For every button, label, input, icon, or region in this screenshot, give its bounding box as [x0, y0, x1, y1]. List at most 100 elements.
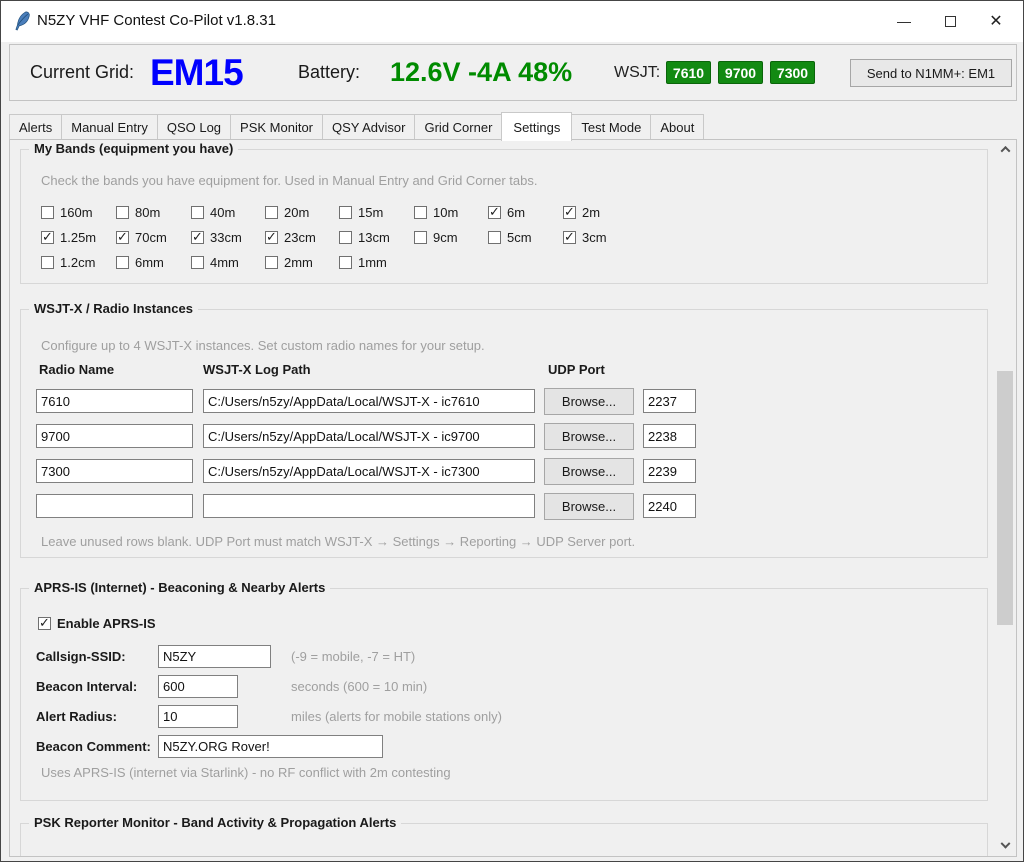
log-path-input[interactable] — [203, 424, 535, 448]
band-checkbox-6m[interactable]: 6m — [488, 200, 563, 225]
checkbox-box — [41, 229, 54, 245]
tab-qso-log[interactable]: QSO Log — [156, 114, 232, 139]
tab-manual-entry[interactable]: Manual Entry — [61, 114, 158, 139]
callsign-ssid-input[interactable] — [158, 645, 271, 668]
window-title: N5ZY VHF Contest Co-Pilot v1.8.31 — [37, 12, 276, 29]
udp-port-input[interactable] — [643, 389, 696, 413]
aprs-field-row: Beacon Interval: seconds (600 = 10 min) — [36, 675, 976, 699]
log-path-input[interactable] — [203, 389, 535, 413]
band-label: 23cm — [284, 230, 316, 245]
radio-name-input[interactable] — [36, 459, 193, 483]
tab-psk-monitor[interactable]: PSK Monitor — [230, 114, 324, 139]
checkbox-box — [41, 206, 54, 219]
my-bands-group: My Bands (equipment you have) Check the … — [20, 141, 988, 284]
band-label: 70cm — [135, 230, 167, 245]
tab-about[interactable]: About — [650, 114, 705, 139]
band-label: 15m — [358, 205, 384, 220]
checkbox-box — [191, 256, 204, 269]
vertical-scrollbar[interactable] — [996, 141, 1014, 855]
band-checkbox-15m[interactable]: 15m — [339, 200, 414, 225]
checkbox-box — [488, 204, 501, 220]
band-checkbox-40m[interactable]: 40m — [191, 200, 265, 225]
band-checkbox-2mm[interactable]: 2mm — [265, 250, 339, 275]
checkbox-box — [414, 231, 427, 244]
band-label: 40m — [210, 205, 236, 220]
checkbox-box — [41, 256, 54, 269]
beacon-interval-hint: seconds (600 = 10 min) — [291, 679, 428, 694]
band-checkbox-80m[interactable]: 80m — [116, 200, 191, 225]
radio-name-input[interactable] — [36, 389, 193, 413]
checkbox-box — [265, 206, 278, 219]
band-checkbox-1.25m[interactable]: 1.25m — [41, 225, 116, 250]
tab-alerts[interactable]: Alerts — [9, 114, 63, 139]
band-checkbox-9cm[interactable]: 9cm — [414, 225, 488, 250]
enable-aprs-label: Enable APRS-IS — [57, 616, 156, 631]
band-label: 33cm — [210, 230, 242, 245]
tab-settings[interactable]: Settings — [501, 112, 573, 141]
current-grid-label: Current Grid: — [30, 62, 135, 82]
scrollbar-thumb[interactable] — [997, 371, 1013, 625]
band-label: 3cm — [582, 230, 607, 245]
feather-icon — [15, 11, 30, 31]
udp-port-input[interactable] — [643, 424, 696, 448]
psk-reporter-group: PSK Reporter Monitor - Band Activity & P… — [20, 815, 988, 856]
checkbox-box — [265, 256, 278, 269]
wsjtx-instances-group: WSJT-X / Radio Instances Configure up to… — [20, 301, 988, 558]
band-label: 20m — [284, 205, 310, 220]
udp-port-input[interactable] — [643, 494, 696, 518]
maximize-button[interactable] — [927, 1, 973, 41]
band-checkbox-23cm[interactable]: 23cm — [265, 225, 339, 250]
wsjtx-row: Browse... — [21, 423, 987, 450]
scroll-down-button[interactable] — [996, 838, 1014, 855]
beacon-interval-input[interactable] — [158, 675, 238, 698]
band-checkbox-3cm[interactable]: 3cm — [563, 225, 643, 250]
band-checkbox-13cm[interactable]: 13cm — [339, 225, 414, 250]
log-path-input[interactable] — [203, 494, 535, 518]
aprs-field-row: Callsign-SSID: (-9 = mobile, -7 = HT) — [36, 645, 976, 669]
beacon-comment-input[interactable] — [158, 735, 383, 758]
band-label: 5cm — [507, 230, 532, 245]
tab-bar: Alerts Manual Entry QSO Log PSK Monitor … — [9, 112, 705, 141]
checkbox-box — [38, 615, 51, 631]
browse-button[interactable]: Browse... — [544, 458, 634, 485]
tab-grid-corner[interactable]: Grid Corner — [414, 114, 503, 139]
band-grid: 160m 80m 40m 20m 15m 10m 6m 2m 1.25m 70c… — [41, 200, 643, 275]
band-checkbox-1mm[interactable]: 1mm — [339, 250, 414, 275]
band-checkbox-70cm[interactable]: 70cm — [116, 225, 191, 250]
band-checkbox-1.2cm[interactable]: 1.2cm — [41, 250, 116, 275]
band-checkbox-2m[interactable]: 2m — [563, 200, 643, 225]
browse-button[interactable]: Browse... — [544, 493, 634, 520]
wsjtx-hint: Configure up to 4 WSJT-X instances. Set … — [41, 338, 485, 353]
band-label: 1mm — [358, 255, 387, 270]
checkbox-box — [339, 206, 352, 219]
band-checkbox-160m[interactable]: 160m — [41, 200, 116, 225]
wsjt-instance-badge: 9700 — [718, 61, 763, 84]
close-button[interactable]: ✕ — [973, 1, 1019, 41]
band-checkbox-5cm[interactable]: 5cm — [488, 225, 563, 250]
enable-aprs-checkbox[interactable]: Enable APRS-IS — [38, 615, 156, 631]
browse-button[interactable]: Browse... — [544, 423, 634, 450]
band-checkbox-4mm[interactable]: 4mm — [191, 250, 265, 275]
send-to-n1mm-button[interactable]: Send to N1MM+: EM1 — [850, 59, 1012, 87]
udp-port-input[interactable] — [643, 459, 696, 483]
radio-name-input[interactable] — [36, 424, 193, 448]
browse-button[interactable]: Browse... — [544, 388, 634, 415]
alert-radius-hint: miles (alerts for mobile stations only) — [291, 709, 502, 724]
tab-qsy-advisor[interactable]: QSY Advisor — [322, 114, 416, 139]
scroll-up-button[interactable] — [996, 141, 1014, 158]
wsjtx-row: Browse... — [21, 493, 987, 520]
log-path-input[interactable] — [203, 459, 535, 483]
band-checkbox-20m[interactable]: 20m — [265, 200, 339, 225]
callsign-ssid-label: Callsign-SSID: — [36, 649, 126, 664]
radio-name-input[interactable] — [36, 494, 193, 518]
tab-test-mode[interactable]: Test Mode — [571, 114, 652, 139]
band-checkbox-6mm[interactable]: 6mm — [116, 250, 191, 275]
wsjt-instance-badge: 7300 — [770, 61, 815, 84]
band-checkbox-33cm[interactable]: 33cm — [191, 225, 265, 250]
minimize-button[interactable]: — — [881, 1, 927, 41]
alert-radius-input[interactable] — [158, 705, 238, 728]
wsjtx-row: Browse... — [21, 458, 987, 485]
callsign-ssid-hint: (-9 = mobile, -7 = HT) — [291, 649, 416, 664]
chevron-down-icon — [1000, 838, 1010, 849]
band-checkbox-10m[interactable]: 10m — [414, 200, 488, 225]
